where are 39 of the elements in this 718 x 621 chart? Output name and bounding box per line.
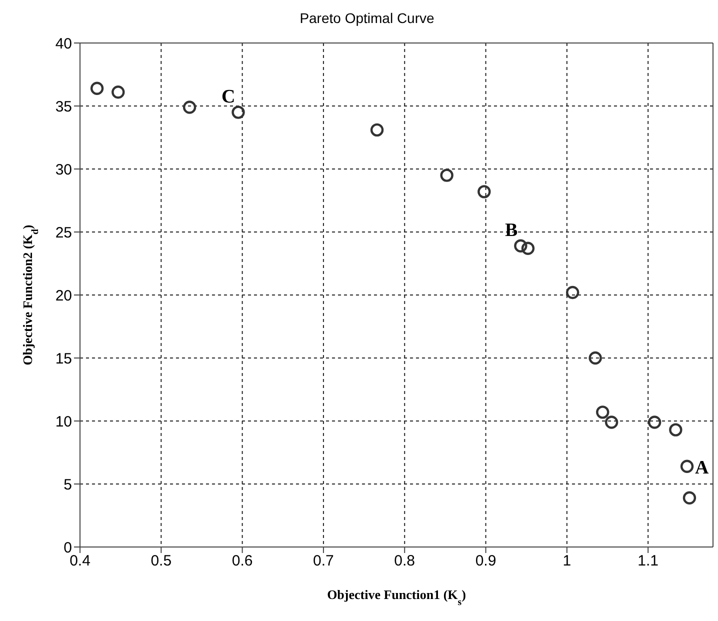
point: [514, 239, 528, 252]
point: [682, 491, 696, 504]
annotation: C: [222, 86, 236, 108]
x-tick-label: 0.4: [70, 552, 90, 570]
point: [440, 168, 454, 182]
point: [680, 460, 694, 473]
x-tick-label: 1.1: [638, 552, 659, 570]
x-axis-title: Objective Function1 (K$_{s}$): [327, 587, 466, 608]
point: [370, 123, 384, 137]
x-tick-label: 0.5: [150, 552, 172, 570]
point: [588, 351, 602, 365]
point: [112, 86, 125, 99]
y-tick-label: 25: [55, 224, 72, 242]
point: [182, 100, 196, 114]
x-tick-label: 0.9: [475, 552, 496, 570]
y-tick-label: 0: [64, 539, 72, 556]
point: [669, 423, 682, 436]
point: [604, 416, 618, 429]
chart-title: Pareto Optimal Curve: [298, 9, 436, 28]
x-tick-label: 0.6: [232, 552, 253, 570]
x-tick-label: 0.7: [313, 552, 334, 570]
y-tick-label: 15: [55, 350, 72, 368]
x-tick-label: 0.8: [394, 552, 416, 570]
y-tick-label: 30: [55, 161, 72, 178]
annotation: A: [695, 457, 710, 478]
point: [566, 286, 580, 300]
x-tick-label: 1: [562, 552, 572, 570]
y-tick-label: 10: [55, 413, 72, 430]
point: [90, 82, 104, 95]
y-tick-label: 20: [55, 287, 72, 304]
annotation: B: [504, 220, 518, 241]
y-tick-label: 35: [55, 98, 72, 116]
point: [521, 242, 535, 255]
point: [648, 416, 662, 429]
point: [478, 185, 491, 198]
y-tick-label: 40: [55, 35, 72, 52]
y-tick-label: 5: [64, 476, 72, 494]
point: [596, 406, 610, 419]
point: [232, 106, 245, 119]
